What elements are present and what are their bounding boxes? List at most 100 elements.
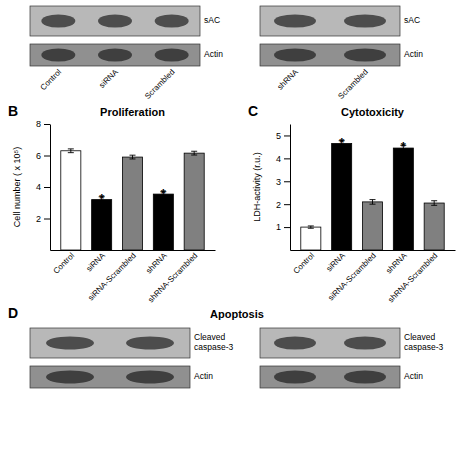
x-tick: Control — [51, 251, 76, 276]
bar — [153, 194, 173, 250]
panel-label: C — [248, 103, 258, 119]
blot-background — [30, 44, 200, 66]
error-cap — [308, 228, 314, 229]
x-tick-label: Control — [291, 251, 316, 276]
blot-background — [30, 328, 190, 358]
blot-band — [46, 336, 94, 349]
blot-band — [98, 48, 132, 61]
x-tick-label: shRNA — [144, 251, 169, 276]
blot-lane-label: Control — [39, 67, 64, 92]
y-tick-mark — [284, 204, 290, 205]
x-tick: shRNA-Scrambled — [146, 251, 199, 304]
blot-panel: sACActinshRNAScrambled — [260, 6, 423, 101]
panel-label: D — [8, 305, 18, 321]
significance-star: * — [339, 135, 345, 150]
chart-title: Proliferation — [100, 106, 165, 118]
x-axis: ControlsiRNAsiRNA-ScrambledshRNAshRNA-Sc… — [291, 251, 456, 305]
bar — [92, 200, 112, 250]
significance-star: * — [99, 191, 105, 206]
y-tick-label: 8 — [36, 119, 41, 129]
y-tick: 6 — [36, 151, 50, 161]
error-line — [132, 155, 133, 159]
error-cap — [431, 200, 437, 201]
x-tick-label: siRNA-Scrambled — [326, 251, 377, 302]
blot-row-label: caspase-3 — [194, 342, 233, 352]
y-tick-mark — [284, 181, 290, 182]
bar — [362, 202, 382, 250]
error-bar — [130, 155, 136, 159]
y-axis-title: LDH-activity (r.u.) — [252, 152, 262, 222]
blot-panel: Cleavedcaspase-3Actin — [260, 328, 443, 388]
error-cap — [191, 155, 197, 156]
y-axis-line — [50, 125, 51, 251]
blot-row-label: Actin — [404, 49, 423, 59]
bar — [184, 153, 204, 250]
plot-marks — [301, 141, 444, 250]
y-tick-label: 6 — [36, 151, 41, 161]
error-line — [372, 200, 373, 205]
blot-background — [260, 44, 400, 66]
blot-band — [274, 336, 316, 349]
error-bar — [431, 201, 437, 206]
error-cap — [370, 199, 376, 200]
panel-label: B — [8, 103, 18, 119]
error-cap — [130, 155, 136, 156]
blot-lane-label: shRNA — [276, 67, 301, 92]
bar — [393, 148, 413, 250]
x-tick-label: Control — [51, 251, 76, 276]
blot-background — [260, 366, 400, 388]
x-tick: siRNA-Scrambled — [326, 251, 377, 302]
y-tick: 2 — [36, 214, 50, 224]
blot-panel: Cleavedcaspase-3ActinApoptosisD — [8, 305, 264, 388]
blot-title: Apoptosis — [210, 308, 264, 320]
error-line — [434, 201, 435, 206]
x-tick-label: siRNA — [84, 251, 107, 274]
x-tick-label: siRNA-Scrambled — [86, 251, 137, 302]
error-bar — [370, 200, 376, 205]
y-tick-label: 2 — [36, 214, 41, 224]
y-tick: 8 — [36, 119, 50, 129]
blot-band — [274, 370, 316, 383]
blot-row-label: Actin — [204, 49, 223, 59]
blot-background — [260, 328, 400, 358]
blot-band — [344, 336, 386, 349]
y-tick-label: 3 — [276, 177, 281, 187]
x-tick: siRNA — [84, 251, 107, 274]
figure: sACActinControlsiRNAScrambledsACActinshR… — [0, 0, 474, 474]
error-cap — [68, 148, 74, 149]
y-tick-label: 4 — [36, 182, 41, 192]
y-tick: 4 — [276, 154, 290, 164]
x-tick: shRNA-Scrambled — [386, 251, 439, 304]
bar — [424, 203, 444, 250]
x-axis-line — [51, 250, 216, 251]
y-axis-line — [290, 125, 291, 251]
blot-row-label: Cleaved — [194, 332, 225, 342]
y-tick-mark — [284, 227, 290, 228]
x-tick-label: shRNA — [384, 251, 409, 276]
bar — [61, 151, 81, 250]
y-tick-mark — [44, 156, 50, 157]
blot-background — [260, 6, 400, 36]
blot-background — [30, 366, 190, 388]
y-tick: 2 — [276, 200, 290, 210]
error-cap — [370, 204, 376, 205]
blot-band — [41, 14, 75, 27]
y-tick: 3 — [276, 177, 290, 187]
y-tick-mark — [44, 187, 50, 188]
error-line — [70, 149, 71, 153]
y-tick-label: 2 — [276, 200, 281, 210]
blot-row-label: sAC — [404, 15, 420, 25]
error-cap — [308, 225, 314, 226]
x-tick-label: shRNA-Scrambled — [146, 251, 199, 304]
blot-band — [41, 48, 75, 61]
y-tick: 1 — [276, 222, 290, 232]
blot-band — [274, 14, 316, 27]
y-tick-mark — [284, 135, 290, 136]
blot-row-label: Actin — [404, 371, 423, 381]
x-tick: shRNA — [384, 251, 409, 276]
error-line — [194, 151, 195, 155]
x-tick: siRNA-Scrambled — [86, 251, 137, 302]
blot-lane-label: Scrambled — [143, 67, 176, 100]
y-tick-label: 5 — [276, 131, 281, 141]
blot-band — [274, 48, 316, 61]
